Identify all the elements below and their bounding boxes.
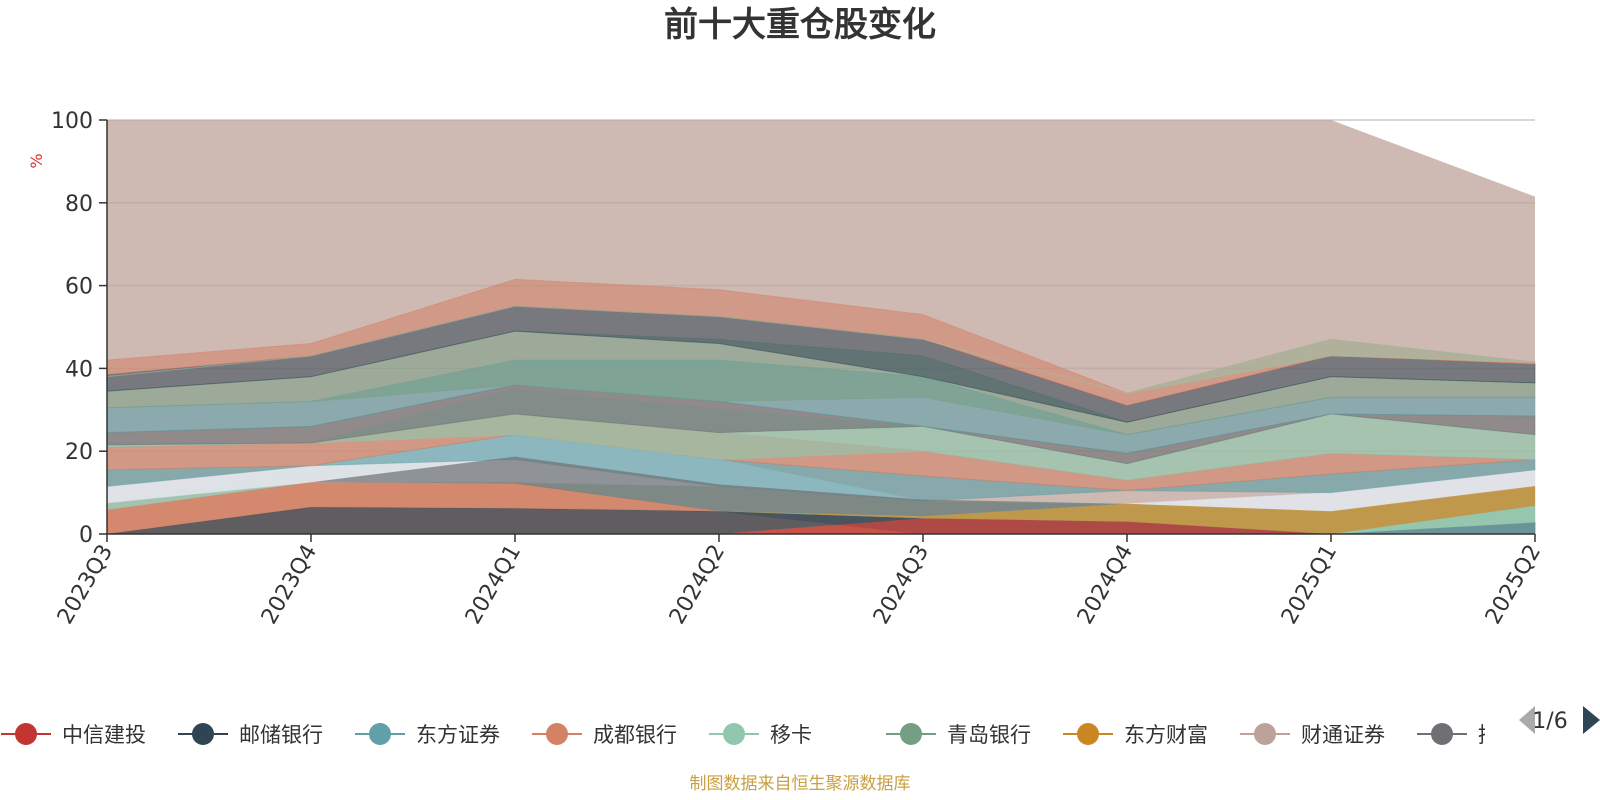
x-tick-label: 2024Q1 — [461, 541, 526, 629]
legend-item[interactable]: 青岛银行 — [886, 723, 1031, 747]
series-area-2 — [107, 507, 1535, 534]
y-axis-unit: % — [27, 153, 46, 168]
legend-circle-icon — [1077, 723, 1099, 745]
legend-items: 中信建投 邮储银行 东方证券 成都银行 移卡 青岛银行 东方财富 财通证券 招商银行 — [1, 723, 1562, 747]
series-area-1 — [107, 507, 1535, 534]
legend-label: 财通证券 — [1301, 723, 1385, 747]
legend-label: 东方证券 — [416, 723, 500, 747]
y-tick-label: 0 — [79, 523, 93, 548]
legend-circle-icon — [723, 723, 745, 745]
legend: 中信建投 邮储银行 东方证券 成都银行 移卡 青岛银行 东方财富 财通证券 招商银行 — [1, 723, 1562, 747]
legend-label: 招商银行 — [1478, 723, 1562, 747]
legend-item[interactable]: 移卡 — [709, 723, 812, 747]
legend-item[interactable]: 东方证券 — [355, 723, 500, 747]
legend-item[interactable]: 邮储银行 — [178, 723, 323, 747]
chart-title: 前十大重仓股变化 — [664, 5, 936, 45]
stacked-areas — [106, 120, 1536, 535]
source-note: 制图数据来自恒生聚源数据库 — [690, 774, 911, 794]
triangle-right-icon[interactable] — [1583, 706, 1600, 734]
y-tick-label: 80 — [65, 192, 93, 217]
legend-label: 成都银行 — [593, 723, 677, 747]
legend-circle-icon — [192, 723, 214, 745]
legend-pager: 1/6 — [1519, 706, 1600, 734]
series-area-0 — [107, 518, 1535, 534]
legend-circle-icon — [546, 723, 568, 745]
legend-circle-icon — [1431, 723, 1453, 745]
legend-page-indicator: 1/6 — [1532, 709, 1567, 734]
series-area-8 — [107, 456, 1535, 517]
triangle-left-icon[interactable] — [1519, 706, 1535, 734]
y-tick-label: 100 — [51, 109, 93, 134]
x-tick-label: 2024Q2 — [665, 541, 730, 629]
legend-label: 移卡 — [770, 723, 812, 747]
area-band-12 — [106, 305, 1536, 394]
x-tick-label: 2025Q1 — [1277, 541, 1342, 629]
y-tick-label: 40 — [65, 357, 93, 382]
legend-circle-icon — [369, 723, 391, 745]
series-area-3 — [107, 482, 1535, 534]
x-tick-label: 2023Q3 — [53, 541, 118, 629]
legend-item[interactable]: 招商银行 — [1417, 723, 1562, 747]
y-tick-label: 60 — [65, 275, 93, 300]
legend-item[interactable]: 中信建投 — [1, 723, 146, 747]
x-tick-label: 2024Q4 — [1073, 541, 1138, 629]
legend-item[interactable]: 东方财富 — [1063, 723, 1208, 747]
x-tick-label: 2024Q3 — [869, 541, 934, 629]
legend-item[interactable]: 成都银行 — [532, 723, 677, 747]
legend-label: 青岛银行 — [947, 723, 1031, 747]
legend-label: 邮储银行 — [239, 723, 323, 747]
legend-circle-icon — [900, 723, 922, 745]
legend-circle-icon — [1254, 723, 1276, 745]
series-area-4 — [107, 482, 1535, 534]
legend-circle-icon — [15, 723, 37, 745]
x-tick-label: 2025Q2 — [1481, 541, 1546, 629]
x-tick-label: 2023Q4 — [257, 541, 322, 629]
legend-item[interactable]: 财通证券 — [1240, 723, 1385, 747]
y-tick-label: 20 — [65, 440, 93, 465]
series-area-6 — [107, 482, 1535, 534]
legend-label: 中信建投 — [62, 723, 146, 747]
legend-label: 东方财富 — [1124, 723, 1208, 747]
